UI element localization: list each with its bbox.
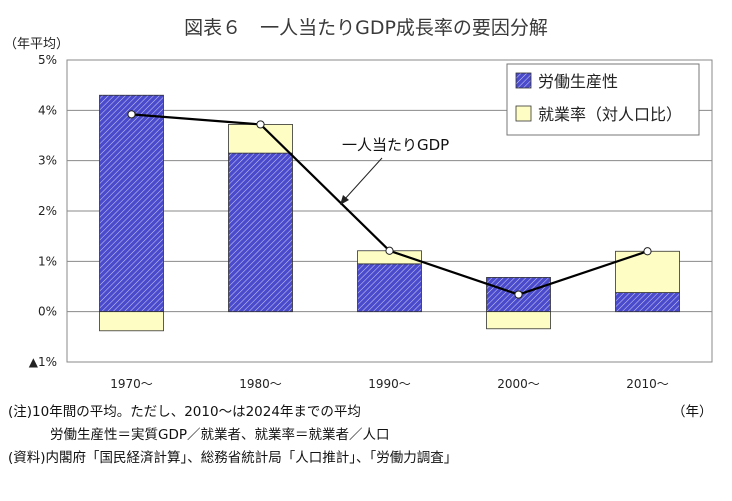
plot-area: 5% 4% 3% 2% 1% 0% ▲1% 1970～ 1980～ 1990～ 2000～ 2010～ [29,53,713,391]
y-tick-label: 5% [38,53,57,67]
legend-swatch-employment-rate [515,105,532,122]
bar-labor-productivity [357,263,422,313]
y-tick-label: 3% [38,154,57,168]
footnote-definition: 労働生産性＝実質GDP／就業者、就業率＝就業者／人口 [50,427,390,443]
legend-swatch-labor-productivity [515,72,532,89]
y-tick-label: 0% [38,305,57,319]
x-tick-label: 1970～ [110,377,153,391]
legend-label-employment-rate: 就業率（対人口比） [538,105,682,124]
line-annotation: 一人当たりGDP [342,136,449,154]
legend-box [506,63,700,136]
bar-employment-rate [615,250,680,293]
point-gdp-per-capita [514,290,523,299]
y-tick-label: 1% [38,254,57,268]
x-axis-unit: （年） [672,404,713,420]
plot-frame [66,59,713,363]
bar-employment-rate [99,311,164,332]
bar-employment-rate [228,124,293,154]
bar-employment-rate [486,311,551,330]
point-gdp-per-capita [385,246,394,255]
x-tick-label: 1990～ [368,377,411,391]
point-gdp-per-capita [256,120,265,129]
footnote-source: (資料)内閣府「国民経済計算」、総務省統計局「人口推計」、「労働力調査」 [8,450,458,466]
bar-labor-productivity [615,292,680,313]
chart-title: 図表６ 一人当たりGDP成長率の要因分解 [184,17,548,39]
y-tick-label: ▲1% [29,355,57,369]
x-tick-label: 2000～ [497,377,540,391]
point-gdp-per-capita [127,110,136,119]
x-tick-label: 1980～ [239,377,282,391]
x-tick-label: 2010～ [626,377,669,391]
legend-label-labor-productivity: 労働生産性 [538,72,618,91]
annotation-arrow [343,157,383,201]
bar-labor-productivity [228,152,293,313]
footnote-note: (注)10年間の平均。ただし、2010～は2024年までの平均 [8,404,361,420]
y-axis-label: （年平均） [4,37,69,52]
bar-labor-productivity [99,94,164,313]
y-tick-label: 4% [38,103,57,117]
point-gdp-per-capita [643,247,652,256]
y-tick-label: 2% [38,204,57,218]
annotation-arrowhead [340,195,349,205]
